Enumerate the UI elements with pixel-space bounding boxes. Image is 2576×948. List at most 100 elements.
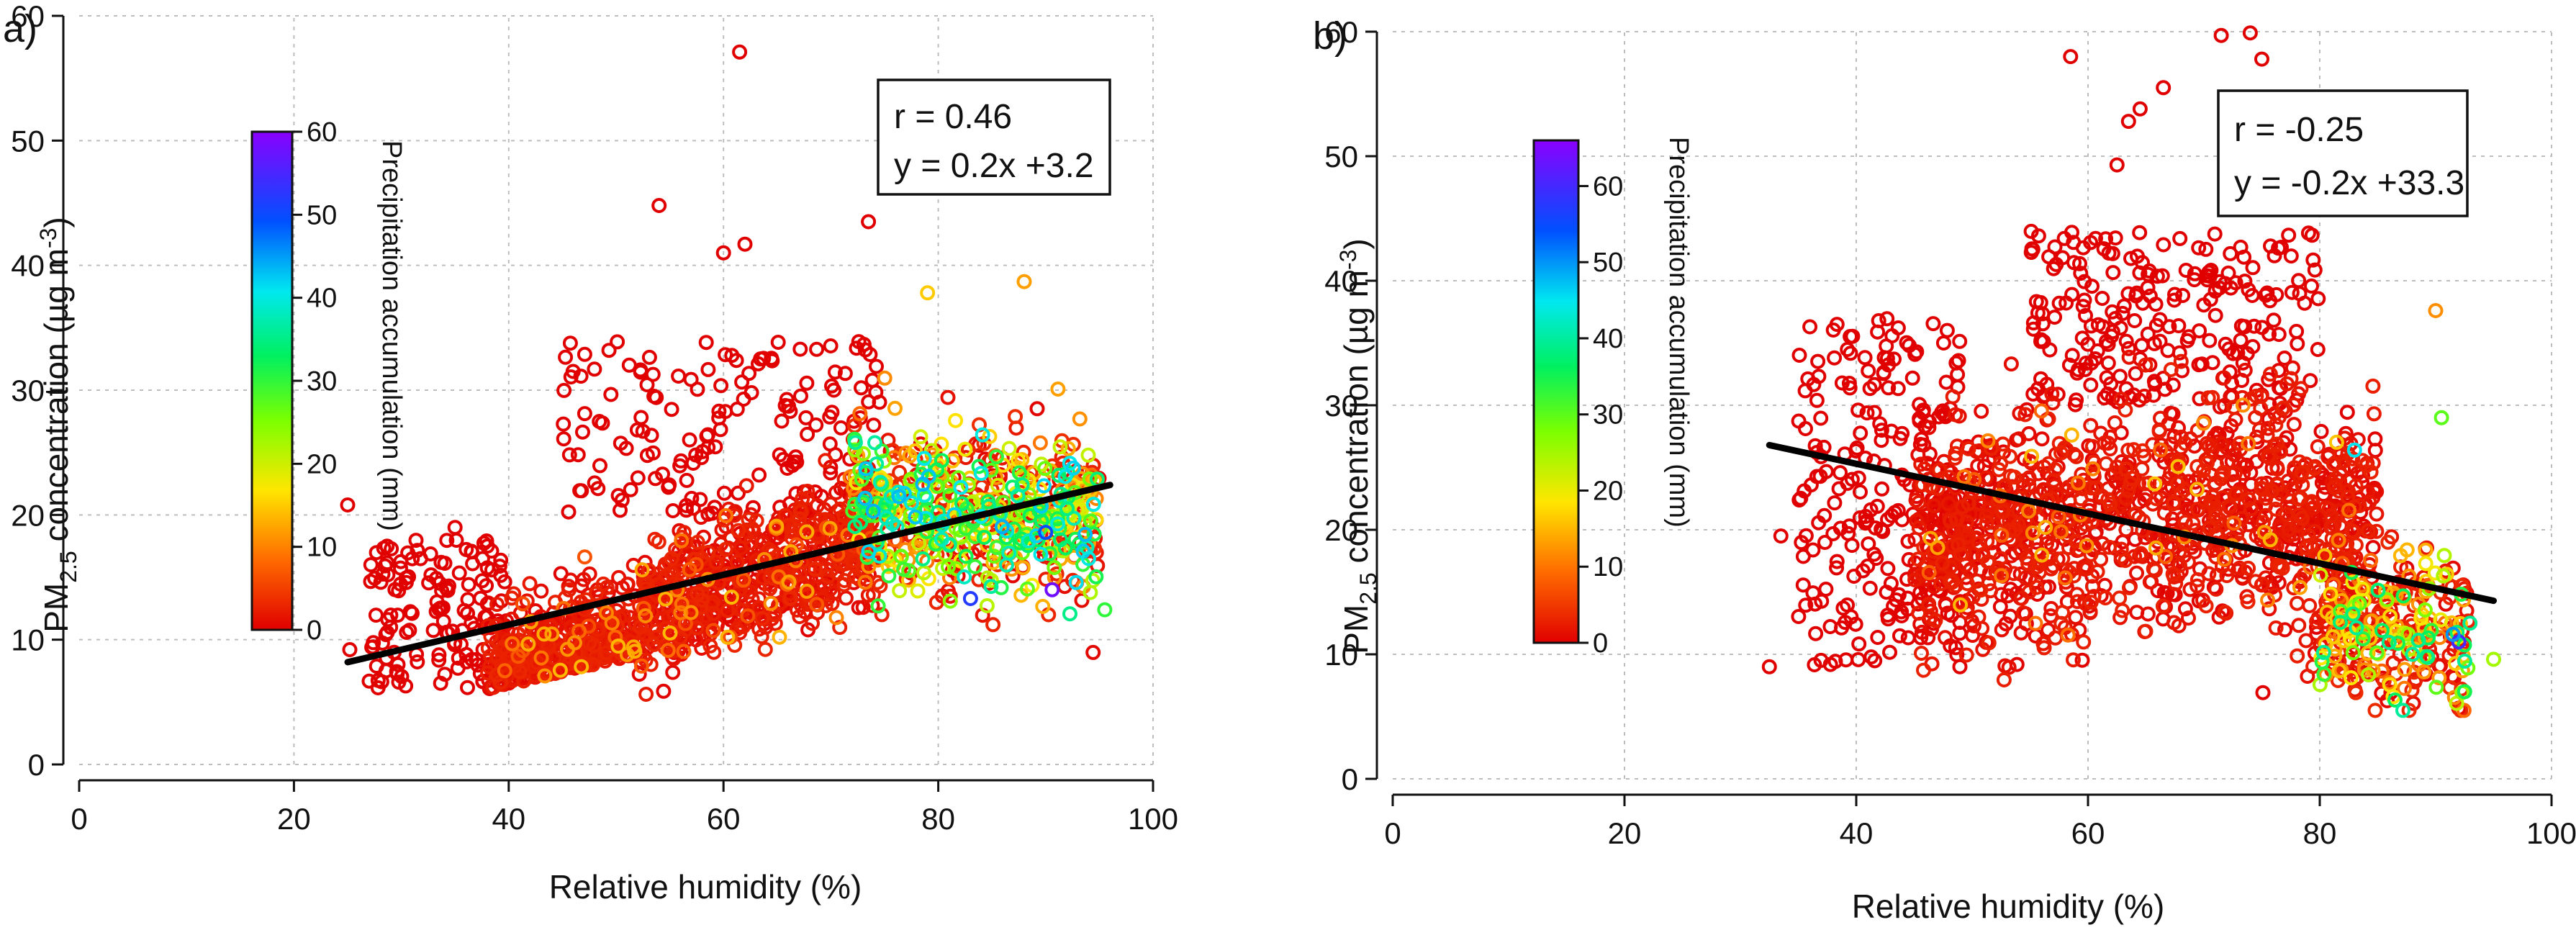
panel-a-data-point xyxy=(1060,441,1076,456)
panel-a-data-point xyxy=(870,598,886,614)
panel-b-x-tick-label: 40 xyxy=(1840,816,1874,850)
panel-b-data-point xyxy=(1884,423,1899,439)
panel-b-data-point xyxy=(2241,282,2256,297)
panel-a-data-point xyxy=(576,572,592,587)
panel-b-data-point xyxy=(2341,502,2356,518)
panel-b-data-point xyxy=(1793,490,1809,506)
panel-a-data-point xyxy=(369,545,384,561)
panel-b-data-point xyxy=(2436,548,2452,564)
panel-b-data-point xyxy=(2075,299,2091,315)
panel-a-data-point xyxy=(749,513,764,528)
panel-b-data-point xyxy=(2281,521,2297,537)
panel-a-data-point xyxy=(464,544,480,560)
panel-a-data-point xyxy=(479,609,495,625)
panel-b-data-point xyxy=(2240,594,2256,610)
panel-b-data-point xyxy=(2323,520,2339,536)
panel-a-data-point xyxy=(724,348,740,364)
panel-b-data-point xyxy=(2233,333,2249,348)
panel-b-data-point xyxy=(1845,328,1861,344)
panel-b-data-point xyxy=(1911,495,1927,510)
panel-b-data-point xyxy=(1846,569,1862,584)
panel-a-data-point xyxy=(636,600,651,616)
panel-a-data-point xyxy=(986,549,1002,564)
panel-b-data-point xyxy=(1921,596,1937,612)
panel-b-data-point xyxy=(2237,362,2253,378)
panel-a-data-point xyxy=(754,610,770,626)
panel-a-data-point xyxy=(479,533,494,549)
panel-a-data-point xyxy=(562,335,578,351)
panel-a-data-point xyxy=(770,335,786,350)
panel-b-data-point xyxy=(1935,335,1951,351)
panel-b-data-point xyxy=(2177,601,2193,617)
panel-a-data-point xyxy=(713,378,729,394)
panel-b-data-point xyxy=(2387,692,2403,708)
panel-b-x-tick-label: 80 xyxy=(2303,816,2337,850)
panel-b-data-point xyxy=(2260,420,2276,436)
panel-b-r-value: r = -0.25 xyxy=(2234,111,2364,149)
panel-b-outliers xyxy=(1761,25,2501,700)
panel-b-data-point xyxy=(1867,653,1883,669)
panel-b-data-point xyxy=(2124,471,2140,487)
panel-a-data-point xyxy=(363,557,379,573)
panel-b-data-point xyxy=(2187,266,2202,281)
panel-b: b) 0 20 40 60 80 100 0 10 20 30 40 50 60 0 10 20 30 40 50… xyxy=(1313,14,2576,925)
panel-b-data-point xyxy=(2304,227,2320,243)
panel-b-data-point xyxy=(1994,528,2010,543)
panel-a-data-point xyxy=(572,483,588,499)
panel-b-data-point xyxy=(2348,478,2364,494)
panel-a-data-point xyxy=(702,638,718,654)
panel-b-data-point xyxy=(1879,338,1894,354)
panel-a-data-point xyxy=(934,531,949,547)
panel-b-data-point xyxy=(2196,297,2212,313)
panel-b-data-point xyxy=(2101,245,2117,261)
panel-b-data-point xyxy=(2286,417,2302,433)
panel-b-data-point xyxy=(2177,515,2193,530)
panel-a-data-point xyxy=(412,551,428,566)
panel-b-data-point xyxy=(1911,520,1927,536)
panel-b-data-point xyxy=(1861,363,1876,379)
panel-b-data-point xyxy=(2151,424,2167,439)
panel-b-data-point xyxy=(1925,316,1941,332)
panel-b-data-point xyxy=(2138,623,2154,639)
panel-a-data-point xyxy=(816,577,832,593)
panel-a-data-point xyxy=(1001,441,1017,456)
panel-a-stats-box: r = 0.46 y = 0.2x +3.2 xyxy=(877,78,1111,196)
panel-b-data-point xyxy=(2126,442,2141,458)
panel-a-data-point xyxy=(818,598,833,613)
panel-b-data-point xyxy=(2048,462,2063,478)
panel-a-data-point xyxy=(757,641,773,657)
panel-a-data-point xyxy=(1029,528,1044,543)
panel-b-data-point xyxy=(1798,597,1814,613)
panel-a-data-point xyxy=(913,429,928,445)
panel-b-data-point xyxy=(2001,659,2017,675)
panel-a-data-point xyxy=(985,617,1001,633)
panel-b-data-point xyxy=(1983,583,1999,599)
panel-b-data-point xyxy=(2179,333,2195,348)
panel-b-data-point xyxy=(1813,652,1829,668)
panel-a-label: a) xyxy=(3,7,37,50)
panel-a-data-point xyxy=(847,442,863,458)
panel-b-fit-line xyxy=(1766,441,2497,605)
panel-b-data-point xyxy=(2340,509,2356,525)
panel-a-data-point xyxy=(705,623,721,638)
panel-b-data-point xyxy=(2140,606,2156,622)
panel-a-data-point xyxy=(464,615,479,631)
panel-b-data-point xyxy=(2042,342,2058,358)
panel-b-data-point xyxy=(2014,590,2030,606)
panel-a-data-point xyxy=(595,576,611,592)
panel-a-data-point xyxy=(1051,467,1067,483)
panel-a-data-point xyxy=(434,583,450,599)
panel-a-data-point xyxy=(950,568,966,584)
panel-b-data-point xyxy=(2166,429,2182,444)
panel-a-data-point xyxy=(916,451,932,466)
panel-a-outlier-point xyxy=(732,44,748,60)
panel-a-data-point xyxy=(877,370,892,386)
panel-a-data-point xyxy=(398,678,414,694)
panel-a-data-point xyxy=(714,522,730,538)
panel-b-data-point xyxy=(2107,415,2123,430)
panel-b-data-point xyxy=(1921,564,1937,580)
panel-b-data-point xyxy=(2047,310,2063,325)
panel-b-data-point xyxy=(2203,263,2219,278)
panel-a-data-point xyxy=(934,453,949,469)
panel-a-data-point xyxy=(575,424,590,440)
